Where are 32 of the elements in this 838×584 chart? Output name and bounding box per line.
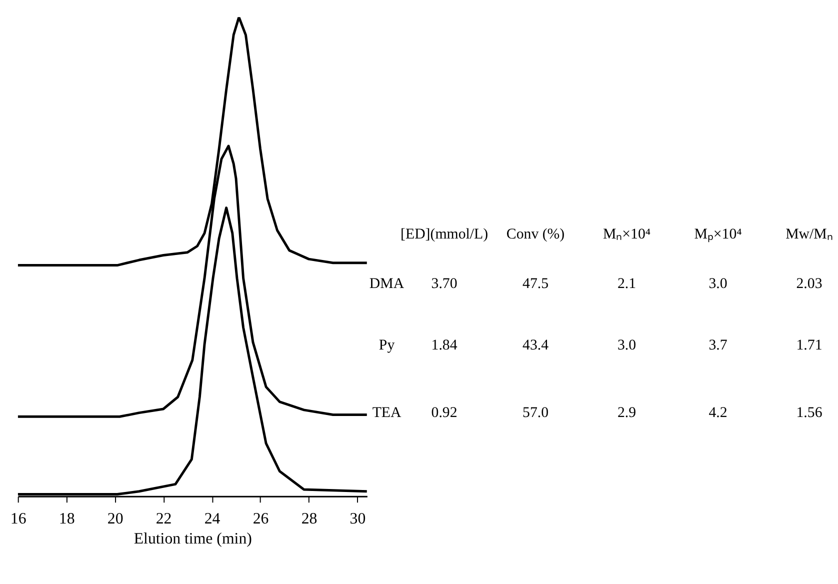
text: 1.56 [796,404,822,421]
x-tick-label: 20 [107,510,124,528]
text: [ED](mmol/L) [400,226,488,242]
text: 1.84 [431,337,458,354]
x-tick-label: 26 [252,510,269,528]
text: 57.0 [522,404,549,421]
text: 0.92 [431,404,458,421]
series-label: DMA [369,276,404,292]
x-axis-title: Elution time (min) [134,530,252,548]
text: 43.4 [522,337,550,354]
x-tick-label: 16 [10,510,26,528]
x-tick-label: 28 [301,510,318,528]
x-tick-label: 22 [156,510,172,528]
text: 2.03 [796,276,822,292]
text: Py [378,337,396,354]
text: 3.70 [431,276,458,292]
text: 3.0 [617,337,636,354]
text: Mw/Mₙ [786,226,833,242]
x-tick-label: 24 [204,510,220,528]
x-tick-label: 30 [350,510,366,528]
text: Conv (%) [506,226,565,242]
text: 3.7 [708,337,728,354]
text: 2.9 [617,404,636,421]
text: Mₚ×10⁴ [694,226,742,242]
x-tick-label: 18 [58,510,75,528]
text: 3.0 [708,276,728,292]
text: 2.1 [617,276,636,292]
text: 1.71 [796,337,822,354]
text: 4.2 [708,404,728,421]
text: TEA [372,404,402,421]
text: 47.5 [522,276,549,292]
text: Mₙ×10⁴ [602,226,651,242]
